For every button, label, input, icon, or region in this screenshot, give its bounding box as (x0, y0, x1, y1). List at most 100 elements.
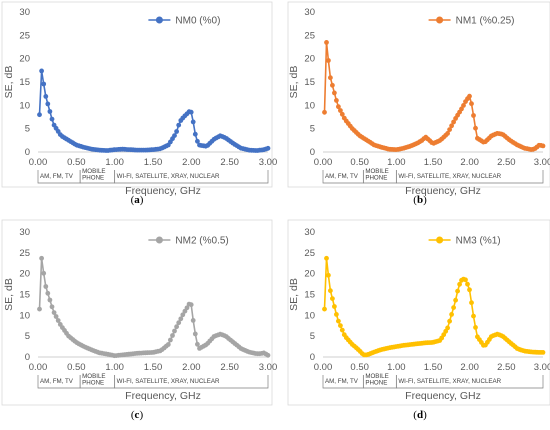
data-point (326, 58, 331, 63)
x-tick-label: 1.50 (424, 157, 443, 168)
x-tick-label: 3.00 (259, 157, 278, 168)
panel-frame (1, 219, 273, 406)
legend-swatch-marker (436, 16, 444, 24)
data-point (540, 143, 546, 149)
data-point (455, 288, 460, 294)
band-label: MOBILE (82, 373, 105, 380)
chart-panel-d: 0 5 10 15 20 25 30 0.00 0.50 1.00 1.50 2.00 2.50 3.00… (287, 219, 550, 421)
data-point (336, 104, 341, 110)
data-point (459, 106, 464, 112)
data-point (45, 101, 51, 107)
data-point (471, 113, 476, 118)
data-point (445, 131, 450, 136)
data-point (338, 108, 343, 113)
data-point (172, 133, 177, 139)
y-axis-title: SE, dB (3, 66, 15, 99)
band-bracket (114, 375, 269, 389)
y-tick-label: 0 (310, 147, 315, 158)
band-label: AM, FM, TV (325, 378, 359, 385)
data-point (43, 284, 49, 289)
chart-panel-c: 0 5 10 15 20 25 30 0.00 0.50 1.00 1.50 2.00 2.50 3.00… (1, 219, 277, 421)
data-point (37, 112, 42, 118)
data-point (188, 302, 194, 308)
data-point (326, 272, 331, 278)
x-tick-label: 2.50 (497, 157, 516, 168)
y-tick-label: 25 (19, 30, 30, 41)
data-point (49, 304, 55, 310)
data-point (265, 352, 271, 358)
data-point (45, 290, 51, 296)
x-tick-label: 2.50 (220, 157, 239, 168)
legend-label: NM3 (%1) (456, 236, 501, 247)
data-point (451, 305, 456, 310)
data-point (192, 331, 198, 337)
data-point (461, 103, 466, 108)
x-tick-label: 2.50 (497, 362, 516, 373)
x-tick-label: 3.00 (534, 157, 550, 168)
y-tick-label: 10 (304, 310, 315, 321)
legend-label: NM0 (%0) (175, 16, 220, 27)
data-point (334, 98, 339, 103)
data-point (447, 318, 452, 324)
data-point (330, 82, 335, 88)
y-tick-label: 15 (304, 77, 315, 88)
y-tick-label: 10 (304, 100, 315, 111)
y-tick-label: 10 (19, 100, 30, 111)
band-label: AM, FM, TV (40, 378, 74, 385)
panel-frame (287, 219, 550, 406)
data-point (47, 297, 53, 303)
band-bracket (395, 170, 544, 184)
data-point (336, 318, 341, 324)
y-tick-label: 25 (304, 30, 315, 41)
y-tick-label: 5 (25, 331, 30, 342)
band-label: WI-FI, SATELLITE, XRAY, NUCLEAR (398, 378, 501, 385)
y-tick-label: 15 (19, 77, 30, 88)
band-bracket (114, 170, 269, 184)
x-axis-title: Frequency, GHz (405, 185, 481, 197)
data-point (37, 306, 42, 312)
y-tick-label: 5 (310, 331, 315, 342)
x-tick-label: 1.00 (387, 157, 406, 168)
y-axis-title: SE, dB (288, 278, 300, 311)
x-tick-label: 3.00 (534, 362, 550, 373)
x-tick-label: 0.00 (29, 157, 48, 168)
x-axis-title: Frequency, GHz (405, 390, 481, 402)
data-point (265, 145, 271, 151)
x-tick-label: 1.00 (387, 362, 406, 373)
x-tick-label: 2.00 (182, 157, 201, 168)
y-tick-label: 15 (304, 290, 315, 301)
chart-panel-b: 0 5 10 15 20 25 30 0.00 0.50 1.00 1.50 2.00 2.50 3.00… (287, 1, 550, 206)
legend-swatch-marker (155, 16, 163, 24)
data-point (473, 325, 478, 330)
data-point (451, 119, 456, 125)
x-tick-label: 1.00 (105, 157, 124, 168)
legend-swatch-marker (155, 236, 163, 244)
data-point (192, 131, 198, 137)
data-point (467, 93, 472, 99)
y-tick-label: 30 (19, 227, 30, 238)
x-tick-label: 2.00 (460, 157, 479, 168)
data-point (165, 342, 171, 347)
data-point (53, 314, 59, 319)
data-point (445, 325, 450, 331)
data-point (188, 109, 194, 115)
data-point (540, 350, 546, 355)
panel-caption: (d) (413, 409, 427, 421)
y-tick-label: 30 (19, 7, 30, 18)
y-axis-title: SE, dB (288, 66, 300, 99)
chart-panel-a: 0 5 10 15 20 25 30 0.00 0.50 1.00 1.50 2.00 2.50 3.00… (1, 1, 278, 206)
data-point (174, 129, 180, 134)
data-point (338, 323, 343, 328)
y-tick-label: 25 (304, 248, 315, 259)
data-point (39, 68, 44, 74)
x-tick-label: 2.50 (220, 362, 239, 373)
y-tick-label: 30 (304, 227, 315, 238)
data-point (190, 119, 196, 125)
data-point (469, 300, 474, 306)
y-tick-label: 0 (25, 147, 30, 158)
y-tick-label: 0 (310, 352, 315, 363)
data-point (195, 138, 200, 144)
data-point (453, 297, 458, 303)
x-tick-label: 0.00 (314, 157, 333, 168)
band-label: MOBILE (365, 373, 388, 380)
